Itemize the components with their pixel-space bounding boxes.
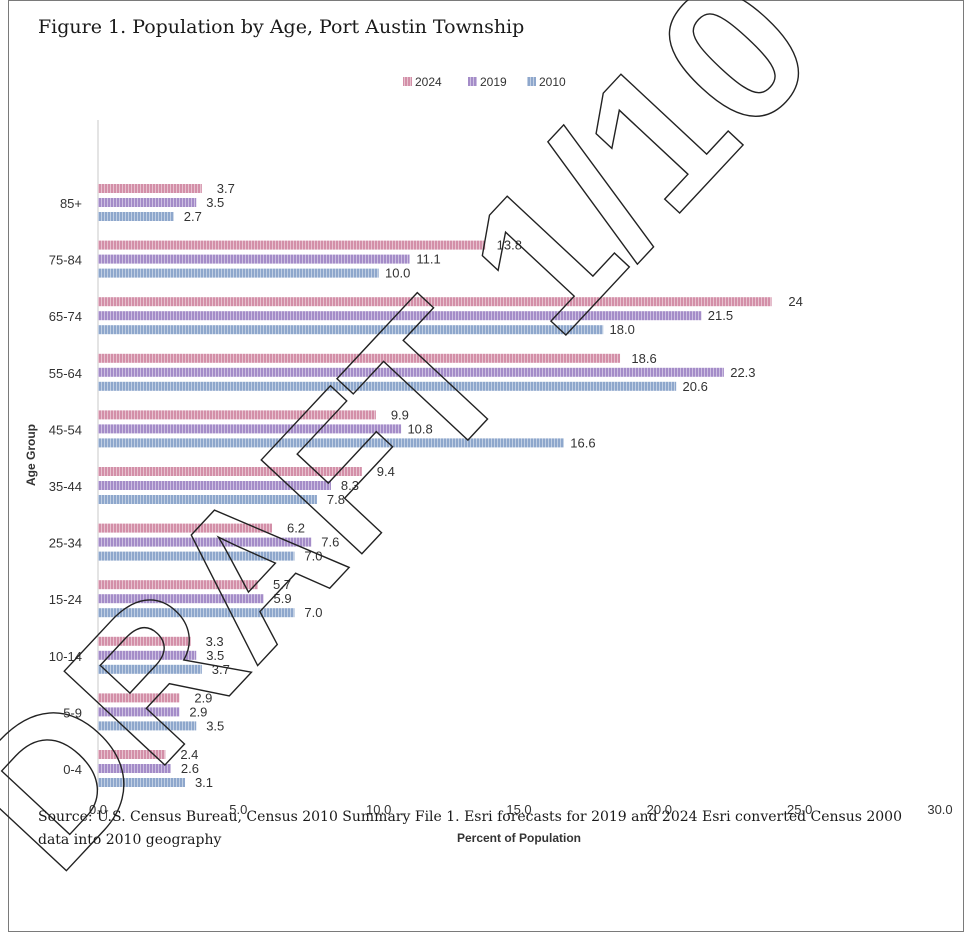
x-tick-label: 20.0 bbox=[647, 802, 672, 817]
bar-2024 bbox=[98, 636, 191, 646]
x-tick-label: 0.0 bbox=[89, 802, 107, 817]
y-axis-title: Age Group bbox=[24, 424, 38, 486]
bar-2010 bbox=[98, 551, 295, 561]
category-label: 0-4 bbox=[63, 762, 82, 777]
x-axis-title: Percent of Population bbox=[457, 831, 581, 845]
bar-2024 bbox=[98, 297, 772, 307]
bar-2019 bbox=[98, 537, 312, 547]
data-label-2010: 3.1 bbox=[195, 775, 213, 790]
bar-2010 bbox=[98, 438, 564, 448]
category-label: 15-24 bbox=[49, 592, 82, 607]
data-label-2010: 18.0 bbox=[610, 322, 635, 337]
data-label-2019: 2.6 bbox=[181, 761, 199, 776]
data-label-2019: 11.1 bbox=[416, 252, 440, 267]
data-label-2024: 24 bbox=[788, 294, 802, 309]
source-note: Source: U.S. Census Bureau, Census 2010 … bbox=[38, 809, 903, 848]
bar-2010 bbox=[98, 664, 202, 674]
bar-2019 bbox=[98, 367, 724, 377]
category-label: 75-84 bbox=[49, 253, 82, 268]
legend-swatch-2010 bbox=[527, 77, 536, 86]
x-tick-label: 15.0 bbox=[506, 802, 531, 817]
data-label-2019: 8.3 bbox=[341, 478, 359, 493]
bar-2010 bbox=[98, 268, 379, 278]
data-label-2024: 3.3 bbox=[206, 634, 224, 649]
x-tick-label: 10.0 bbox=[366, 802, 391, 817]
data-label-2010: 10.0 bbox=[385, 266, 410, 281]
draft-watermark: DRAFT 1/10 bbox=[0, 0, 855, 910]
bar-2019 bbox=[98, 311, 702, 321]
data-label-2024: 5.7 bbox=[273, 577, 291, 592]
data-label-2019: 7.6 bbox=[321, 535, 339, 550]
figure-title: Figure 1. Population by Age, Port Austin… bbox=[38, 16, 525, 38]
legend-swatch-2019 bbox=[468, 77, 477, 86]
legend-label-2024: 2024 bbox=[415, 75, 442, 89]
bar-2024 bbox=[98, 184, 202, 193]
legend-label-2019: 2019 bbox=[480, 75, 507, 89]
bar-2019 bbox=[98, 707, 180, 717]
bar-2019 bbox=[98, 254, 410, 264]
data-label-2010: 3.5 bbox=[206, 718, 224, 733]
bar-2024 bbox=[98, 353, 621, 363]
bar-2010 bbox=[98, 495, 317, 504]
bar-2019 bbox=[98, 764, 171, 773]
category-label: 65-74 bbox=[49, 309, 82, 324]
bar-2019 bbox=[98, 481, 331, 490]
data-label-2024: 13.8 bbox=[497, 238, 522, 253]
category-label: 85+ bbox=[60, 196, 82, 211]
bar-2024 bbox=[98, 240, 486, 250]
data-label-2024: 9.9 bbox=[391, 407, 409, 422]
bar-2019 bbox=[98, 424, 402, 434]
bar-2010 bbox=[98, 721, 197, 731]
bar-2024 bbox=[98, 410, 376, 420]
bar-2019 bbox=[98, 594, 264, 604]
category-label: 10-14 bbox=[49, 649, 82, 664]
bar-2024 bbox=[98, 467, 362, 476]
data-label-2010: 16.6 bbox=[570, 435, 595, 450]
data-label-2010: 2.7 bbox=[184, 209, 202, 224]
category-label: 5-9 bbox=[63, 705, 82, 720]
data-label-2024: 9.4 bbox=[377, 464, 395, 479]
data-label-2024: 18.6 bbox=[631, 351, 656, 366]
bar-2024 bbox=[98, 693, 180, 703]
bar-2010 bbox=[98, 381, 677, 391]
bar-2019 bbox=[98, 198, 197, 207]
legend-swatch-2024 bbox=[403, 77, 412, 86]
data-label-2024: 2.4 bbox=[180, 747, 198, 762]
category-label: 55-64 bbox=[49, 366, 82, 381]
x-tick-label: 25.0 bbox=[787, 802, 812, 817]
data-label-2019: 3.5 bbox=[206, 648, 224, 663]
bar-2024 bbox=[98, 750, 166, 759]
data-label-2019: 21.5 bbox=[708, 308, 733, 323]
category-label: 35-44 bbox=[49, 479, 82, 494]
data-label-2010: 7.0 bbox=[304, 605, 322, 620]
data-label-2010: 7.0 bbox=[304, 549, 322, 564]
data-label-2010: 3.7 bbox=[212, 662, 230, 677]
bar-2010 bbox=[98, 608, 295, 618]
bar-2024 bbox=[98, 580, 258, 590]
data-label-2024: 2.9 bbox=[194, 690, 212, 705]
category-label: 25-34 bbox=[49, 536, 82, 551]
data-label-2019: 22.3 bbox=[730, 365, 755, 380]
figure-frame bbox=[8, 0, 964, 932]
data-label-2019: 3.5 bbox=[206, 195, 224, 210]
x-tick-label: 5.0 bbox=[229, 802, 247, 817]
x-tick-label: 30.0 bbox=[927, 802, 952, 817]
bar-2010 bbox=[98, 778, 186, 787]
data-label-2019: 2.9 bbox=[189, 704, 207, 719]
data-label-2019: 10.8 bbox=[407, 421, 432, 436]
bar-2010 bbox=[98, 212, 174, 221]
legend-label-2010: 2010 bbox=[539, 75, 566, 89]
bar-2010 bbox=[98, 325, 604, 335]
data-label-2019: 5.9 bbox=[274, 591, 292, 606]
data-label-2024: 6.2 bbox=[287, 521, 305, 536]
bar-2019 bbox=[98, 650, 197, 660]
data-label-2010: 7.8 bbox=[327, 492, 345, 507]
data-label-2010: 20.6 bbox=[683, 379, 708, 394]
bar-2024 bbox=[98, 523, 273, 533]
data-label-2024: 3.7 bbox=[217, 181, 235, 196]
category-label: 45-54 bbox=[49, 422, 82, 437]
